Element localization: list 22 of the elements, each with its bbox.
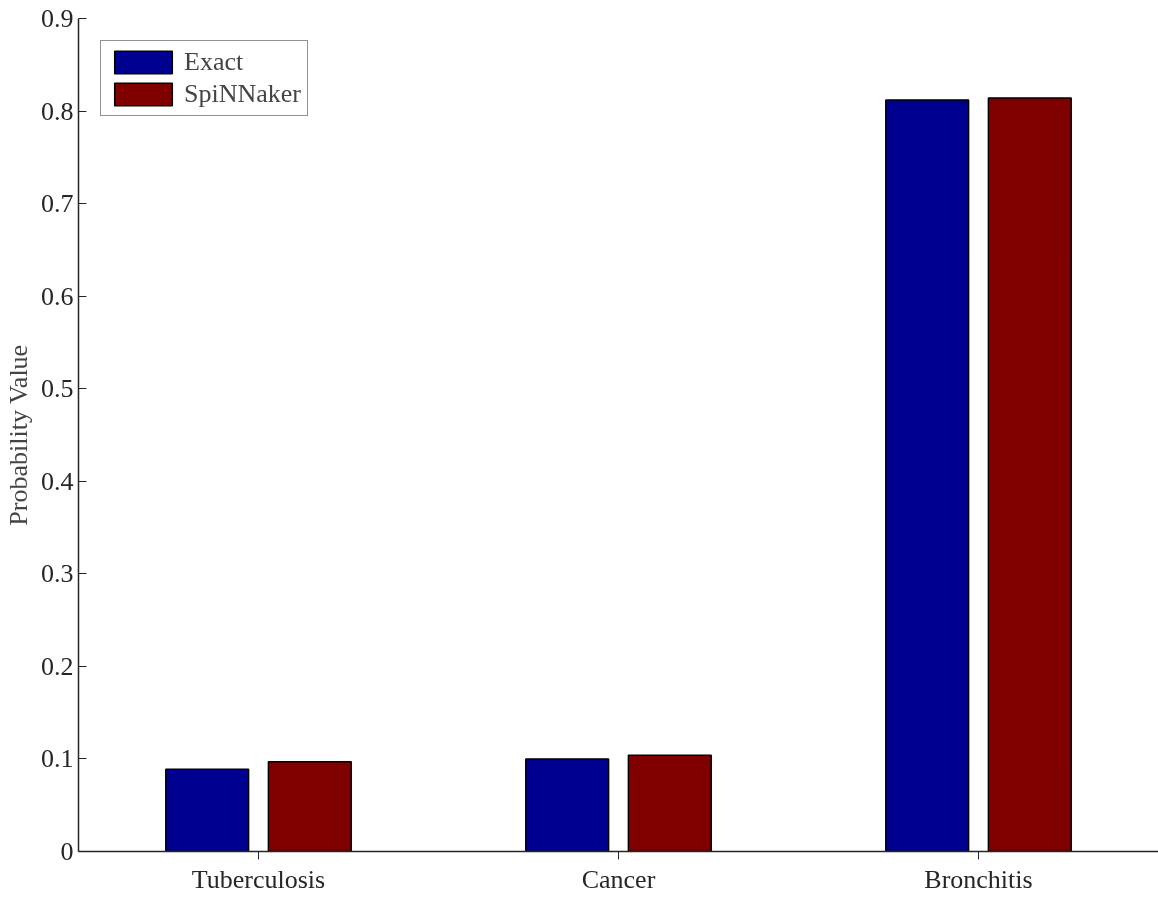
- y-tick-label: 0.7: [41, 189, 74, 219]
- bar: [165, 768, 250, 852]
- x-tick-label: Bronchitis: [924, 864, 1033, 894]
- y-tick-label: 0: [60, 837, 74, 866]
- y-tick-label: 0.6: [41, 281, 74, 311]
- bar: [627, 754, 712, 852]
- bar: [525, 758, 610, 852]
- x-tick-label: Cancer: [581, 864, 656, 894]
- legend-label: SpiNNaker: [184, 79, 301, 109]
- bar: [885, 99, 970, 852]
- legend-label: Exact: [184, 47, 244, 77]
- bar: [987, 97, 1072, 852]
- y-tick-label: 0.4: [41, 466, 74, 496]
- x-tick-label: Tuberculosis: [191, 864, 326, 894]
- y-tick-label: 0.1: [41, 744, 74, 774]
- y-tick-label: 0.5: [41, 374, 74, 404]
- y-tick-label: 0.2: [41, 651, 74, 681]
- y-tick-label: 0.9: [41, 4, 74, 33]
- y-tick-label: 0.8: [41, 96, 74, 126]
- bar: [267, 760, 352, 852]
- y-axis-title: Probability Value: [4, 344, 33, 526]
- y-tick-label: 0.3: [41, 559, 74, 589]
